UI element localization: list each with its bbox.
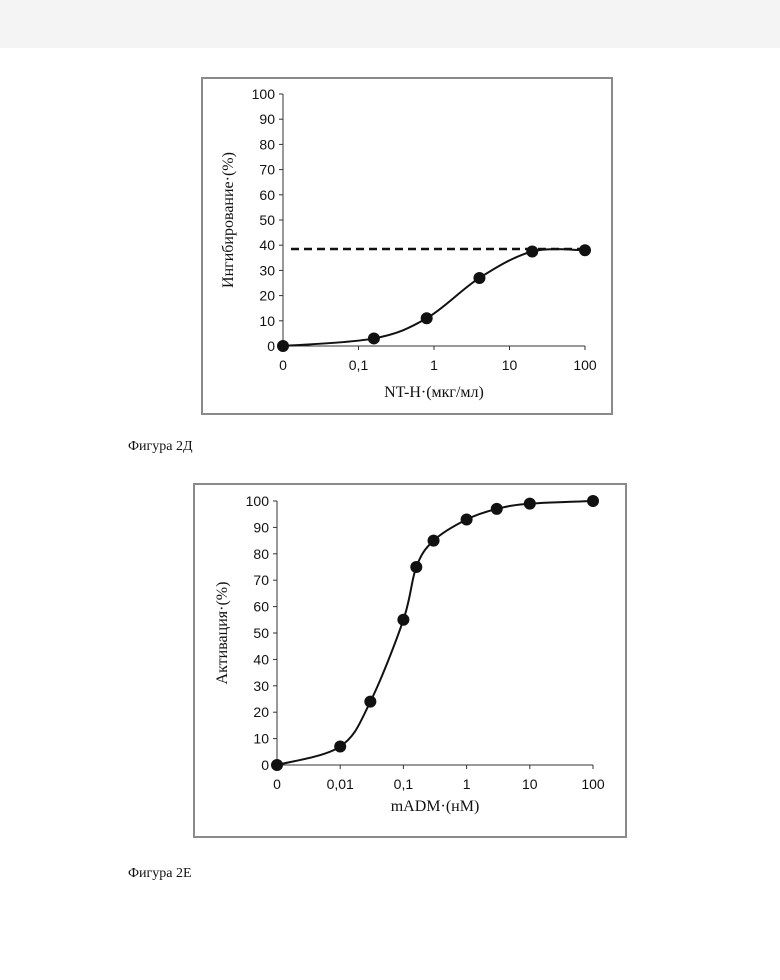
chart-inhibition-svg: 0 10 20 30 40 50 60 70 80 90 100 0 0,1 1 10 100 NT-H·(мк… [203,79,611,413]
chart1-x-tick-label: 100 [573,357,597,373]
chart1-data-point [473,272,485,284]
chart2-data-point [364,696,376,708]
chart-inhibition: 0 10 20 30 40 50 60 70 80 90 100 0 0,1 1 10 100 NT-H·(мк… [201,77,613,415]
chart1-x-tick-label: 1 [430,357,438,373]
chart2-y-axis-title: Активация·(%) [214,582,231,685]
chart1-series-line [283,249,585,346]
chart2-y-tick-label: 90 [253,519,269,535]
chart1-y-tick-label: 40 [259,237,275,253]
chart2-x-tick-label: 1 [463,776,471,792]
chart2-y-tick-label: 100 [246,493,270,509]
chart1-x-tick-label: 10 [502,357,518,373]
chart1-x-tick-label: 0,1 [349,357,369,373]
chart2-data-point [397,614,409,626]
chart2-y-tick-label: 20 [253,704,269,720]
chart1-y-tick-label: 0 [267,338,275,354]
chart2-data-point [587,495,599,507]
chart2-x-tick-label: 0 [273,776,281,792]
chart2-x-tick-label: 0,01 [327,776,354,792]
chart2-x-tick-label: 10 [522,776,538,792]
chart1-y-tick-label: 70 [259,162,275,178]
chart-activation-svg: 0 10 20 30 40 50 60 70 80 90 100 0 0,01 0,1 1 10 100 mADM… [195,485,625,836]
chart2-data-point [334,741,346,753]
chart2-y-tick-label: 80 [253,546,269,562]
chart-activation: 0 10 20 30 40 50 60 70 80 90 100 0 0,01 0,1 1 10 100 mADM… [193,483,627,838]
figure-caption-2e: Фигура 2Е [128,866,192,882]
chart2-y-tick-label: 30 [253,678,269,694]
chart1-data-point [579,244,591,256]
chart1-data-point [421,312,433,324]
top-band [0,0,780,48]
chart2-y-tick-label: 60 [253,599,269,615]
chart1-data-point [277,340,289,352]
chart2-y-tick-label: 40 [253,651,269,667]
chart2-y-tick-label: 10 [253,731,269,747]
chart1-y-tick-label: 30 [259,262,275,278]
chart1-y-tick-label: 80 [259,136,275,152]
chart2-x-axis-title: mADM·(нМ) [391,798,480,815]
chart2-y-tick-label: 0 [261,757,269,773]
chart2-data-point [461,513,473,525]
chart2-data-point [428,535,440,547]
chart1-y-tick-label: 100 [252,86,276,102]
chart2-x-tick-label: 0,1 [394,776,414,792]
chart2-data-point [491,503,503,515]
chart1-y-tick-label: 90 [259,111,275,127]
chart2-y-tick-label: 70 [253,572,269,588]
chart1-y-tick-label: 10 [259,313,275,329]
chart1-y-axis-title: Ингибирование·(%) [220,152,237,288]
chart2-y-tick-label: 50 [253,625,269,641]
chart1-y-tick-label: 60 [259,187,275,203]
chart1-data-point [526,246,538,258]
chart1-x-axis-title: NT-H·(мкг/мл) [384,384,484,401]
chart1-data-point [368,332,380,344]
chart1-y-tick-label: 20 [259,288,275,304]
chart1-y-tick-label: 50 [259,212,275,228]
chart2-data-point [410,561,422,573]
chart1-x-tick-label: 0 [279,357,287,373]
chart2-x-tick-label: 100 [581,776,605,792]
figure-caption-2d: Фигура 2Д [128,439,193,455]
chart2-data-point [271,759,283,771]
chart2-data-point [524,498,536,510]
